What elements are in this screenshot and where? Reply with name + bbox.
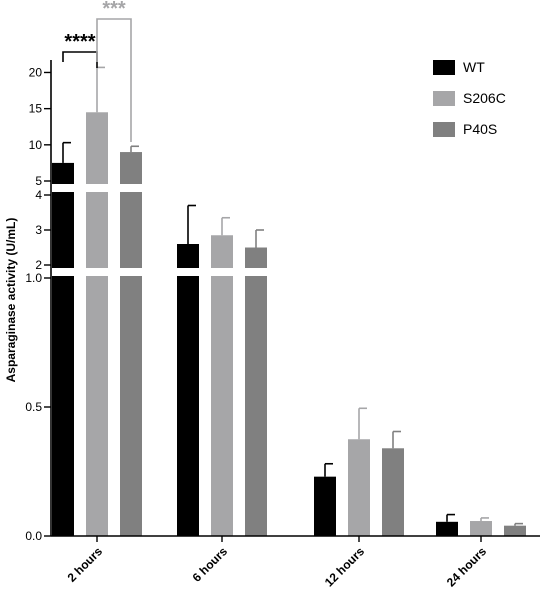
error-bar — [480, 517, 489, 522]
legend-item-s206c: S206C — [433, 90, 506, 106]
bar-s206c-12-hours — [348, 439, 370, 536]
y-tick-label: 3 — [35, 223, 42, 237]
legend-swatch — [433, 91, 455, 106]
y-ticks-layer: 5 10 15 20 2 3 4 0.0 0.5 1.0 — [25, 65, 51, 543]
x-tick-label: 6 hours — [190, 544, 231, 585]
bar-wt-12-hours — [314, 476, 336, 536]
bar-p40s-6-hours — [245, 247, 267, 536]
error-bar — [324, 462, 333, 477]
legend: WT S206C P40S — [433, 59, 506, 137]
axes-layer — [50, 60, 540, 537]
error-bar — [187, 204, 196, 244]
error-bar — [358, 407, 367, 440]
significance-bracket: *** — [96, 0, 132, 142]
bar-p40s-2-hours — [120, 152, 142, 536]
y-tick-label: 10 — [29, 138, 43, 152]
legend-label: S206C — [463, 90, 506, 106]
y-tick-label: 2 — [35, 258, 42, 272]
legend-swatch — [433, 60, 455, 75]
y-tick-label: 15 — [29, 102, 43, 116]
legend-label: P40S — [463, 121, 497, 137]
significance-layer: ******* — [62, 0, 132, 142]
bar-s206c-24-hours — [470, 521, 492, 536]
x-tick-label: 24 hours — [444, 544, 489, 589]
legend-label: WT — [463, 59, 485, 75]
x-tick-label: 12 hours — [322, 544, 367, 589]
y-tick-label: 0.5 — [25, 400, 42, 414]
y-tick-label: 0.0 — [25, 529, 42, 543]
error-bar — [221, 216, 230, 236]
error-bar — [255, 229, 264, 248]
y-tick-label: 5 — [35, 174, 42, 188]
bar-s206c-6-hours — [211, 235, 233, 536]
error-bar — [62, 141, 71, 163]
significance-label: *** — [102, 0, 126, 20]
x-tick-label: 2 hours — [65, 544, 106, 585]
axis-break-layer — [40, 184, 420, 276]
bar-wt-2-hours — [52, 162, 74, 537]
significance-label: **** — [64, 31, 95, 53]
significance-bracket: **** — [62, 31, 98, 68]
error-bar — [130, 145, 139, 153]
axis-break-gap — [40, 268, 420, 276]
legend-swatch — [433, 122, 455, 137]
y-tick-label: 20 — [29, 65, 43, 79]
legend-item-p40s: P40S — [433, 121, 497, 137]
y-axis-label: Asparaginase activity (U/mL) — [4, 218, 18, 383]
bar-s206c-2-hours — [86, 112, 108, 536]
bar-p40s-24-hours — [504, 525, 526, 536]
legend-item-wt: WT — [433, 59, 485, 75]
error-bar — [446, 513, 455, 522]
error-bar — [514, 522, 523, 526]
bar-wt-6-hours — [177, 244, 199, 536]
error-bar — [392, 430, 401, 449]
bars-layer — [52, 66, 526, 537]
x-ticks-layer: 2 hours 6 hours 12 hours 24 hours — [65, 536, 489, 589]
error-bar — [96, 66, 105, 113]
y-tick-label: 1.0 — [25, 271, 42, 285]
bar-wt-24-hours — [436, 521, 458, 536]
bar-p40s-12-hours — [382, 448, 404, 536]
y-tick-label: 4 — [35, 188, 42, 202]
axis-break-gap — [40, 184, 420, 192]
